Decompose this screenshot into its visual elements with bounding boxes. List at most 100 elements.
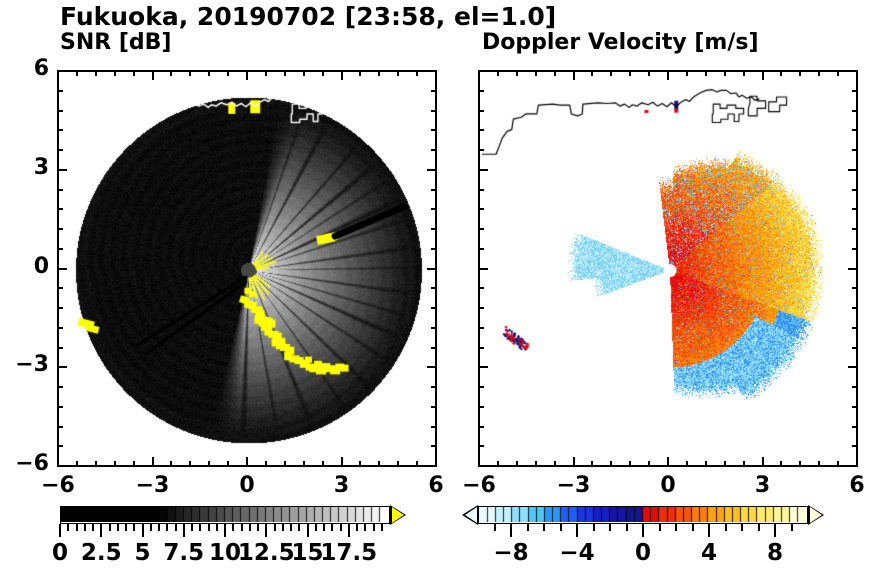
y-minor-tick — [852, 208, 857, 210]
y-major-tick — [479, 465, 488, 467]
y-minor-tick — [852, 386, 857, 388]
x-minor-tick — [133, 71, 135, 76]
colorbar-minor-tick — [133, 524, 135, 531]
colorbar-minor-tick — [741, 524, 743, 531]
y-minor-tick — [479, 406, 484, 408]
colorbar-minor-tick — [249, 524, 251, 531]
colorbar-minor-tick — [232, 524, 234, 531]
x-minor-tick — [416, 461, 418, 466]
y-minor-tick — [431, 307, 436, 309]
y-minor-tick — [58, 110, 63, 112]
doppler-plot-area[interactable] — [478, 70, 858, 467]
y-minor-tick — [431, 149, 436, 151]
y-minor-tick — [431, 110, 436, 112]
y-major-tick — [58, 268, 67, 270]
x-minor-tick — [686, 461, 688, 466]
colorbar-minor-tick — [323, 524, 325, 531]
y-minor-tick — [58, 445, 63, 447]
x-minor-tick — [648, 71, 650, 76]
colorbar-minor-tick — [125, 524, 127, 531]
colorbar-minor-tick — [191, 524, 193, 531]
colorbar-minor-tick — [315, 524, 317, 531]
snr-panel-title: SNR [dB] — [60, 30, 171, 55]
snr-plot-area[interactable] — [57, 70, 437, 467]
colorbar-major-tick — [59, 524, 61, 537]
y-minor-tick — [852, 287, 857, 289]
y-minor-tick — [431, 386, 436, 388]
colorbar-minor-tick — [758, 524, 760, 531]
x-major-tick — [341, 457, 343, 466]
x-minor-tick — [170, 71, 172, 76]
colorbar-extend-fill-low — [465, 507, 477, 523]
colorbar-minor-tick — [282, 524, 284, 531]
colorbar-minor-tick — [290, 524, 292, 531]
colorbar-tick-label: 17.5 — [299, 540, 399, 566]
colorbar-major-tick — [100, 524, 102, 537]
y-minor-tick — [431, 129, 436, 131]
snr-radar-image — [61, 74, 437, 467]
x-major-tick — [341, 71, 343, 80]
y-minor-tick — [852, 129, 857, 131]
colorbar-major-tick — [642, 524, 644, 537]
x-axis-tick-label: −3 — [113, 473, 193, 498]
x-minor-tick — [189, 461, 191, 466]
colorbar-minor-tick — [626, 524, 628, 531]
y-minor-tick — [852, 307, 857, 309]
y-major-tick — [58, 169, 67, 171]
colorbar-minor-tick — [257, 524, 259, 531]
x-minor-tick — [189, 71, 191, 76]
y-minor-tick — [479, 228, 484, 230]
x-major-tick — [762, 457, 764, 466]
y-minor-tick — [852, 149, 857, 151]
colorbar-major-tick — [183, 524, 185, 537]
y-minor-tick — [852, 110, 857, 112]
doppler-radar-image — [482, 74, 858, 467]
x-axis-tick-label: 6 — [817, 473, 870, 498]
y-minor-tick — [431, 287, 436, 289]
colorbar-minor-tick — [543, 524, 545, 531]
x-minor-tick — [397, 71, 399, 76]
x-minor-tick — [799, 461, 801, 466]
y-minor-tick — [431, 426, 436, 428]
colorbar-minor-tick — [560, 524, 562, 531]
y-axis-tick-label: 0 — [3, 254, 49, 279]
y-minor-tick — [58, 149, 63, 151]
colorbar-minor-tick — [92, 524, 94, 531]
y-major-tick — [427, 268, 436, 270]
x-minor-tick — [591, 71, 593, 76]
colorbar-minor-tick — [373, 524, 375, 531]
x-minor-tick — [591, 461, 593, 466]
snr-colorbar — [60, 506, 390, 524]
y-major-tick — [848, 366, 857, 368]
x-minor-tick — [114, 461, 116, 466]
x-major-tick — [573, 71, 575, 80]
y-major-tick — [848, 268, 857, 270]
colorbar-minor-tick — [241, 524, 243, 531]
colorbar-major-tick — [774, 524, 776, 537]
x-minor-tick — [837, 461, 839, 466]
y-minor-tick — [479, 445, 484, 447]
y-minor-tick — [479, 208, 484, 210]
colorbar-minor-tick — [109, 524, 111, 531]
colorbar-major-tick — [348, 524, 350, 537]
y-minor-tick — [431, 189, 436, 191]
x-minor-tick — [686, 71, 688, 76]
x-major-tick — [478, 71, 480, 80]
x-minor-tick — [114, 71, 116, 76]
x-minor-tick — [724, 461, 726, 466]
colorbar-minor-tick — [340, 524, 342, 531]
x-minor-tick — [322, 71, 324, 76]
x-minor-tick — [554, 461, 556, 466]
colorbar-minor-tick — [208, 524, 210, 531]
colorbar-minor-tick — [692, 524, 694, 531]
x-minor-tick — [284, 71, 286, 76]
colorbar-minor-tick — [593, 524, 595, 531]
colorbar-minor-tick — [84, 524, 86, 531]
x-axis-tick-label: 3 — [723, 473, 803, 498]
x-minor-tick — [378, 461, 380, 466]
colorbar-major-tick — [224, 524, 226, 537]
x-minor-tick — [170, 461, 172, 466]
x-minor-tick — [818, 461, 820, 466]
figure-title: Fukuoka, 20190702 [23:58, el=1.0] — [60, 2, 556, 31]
y-major-tick — [479, 268, 488, 270]
